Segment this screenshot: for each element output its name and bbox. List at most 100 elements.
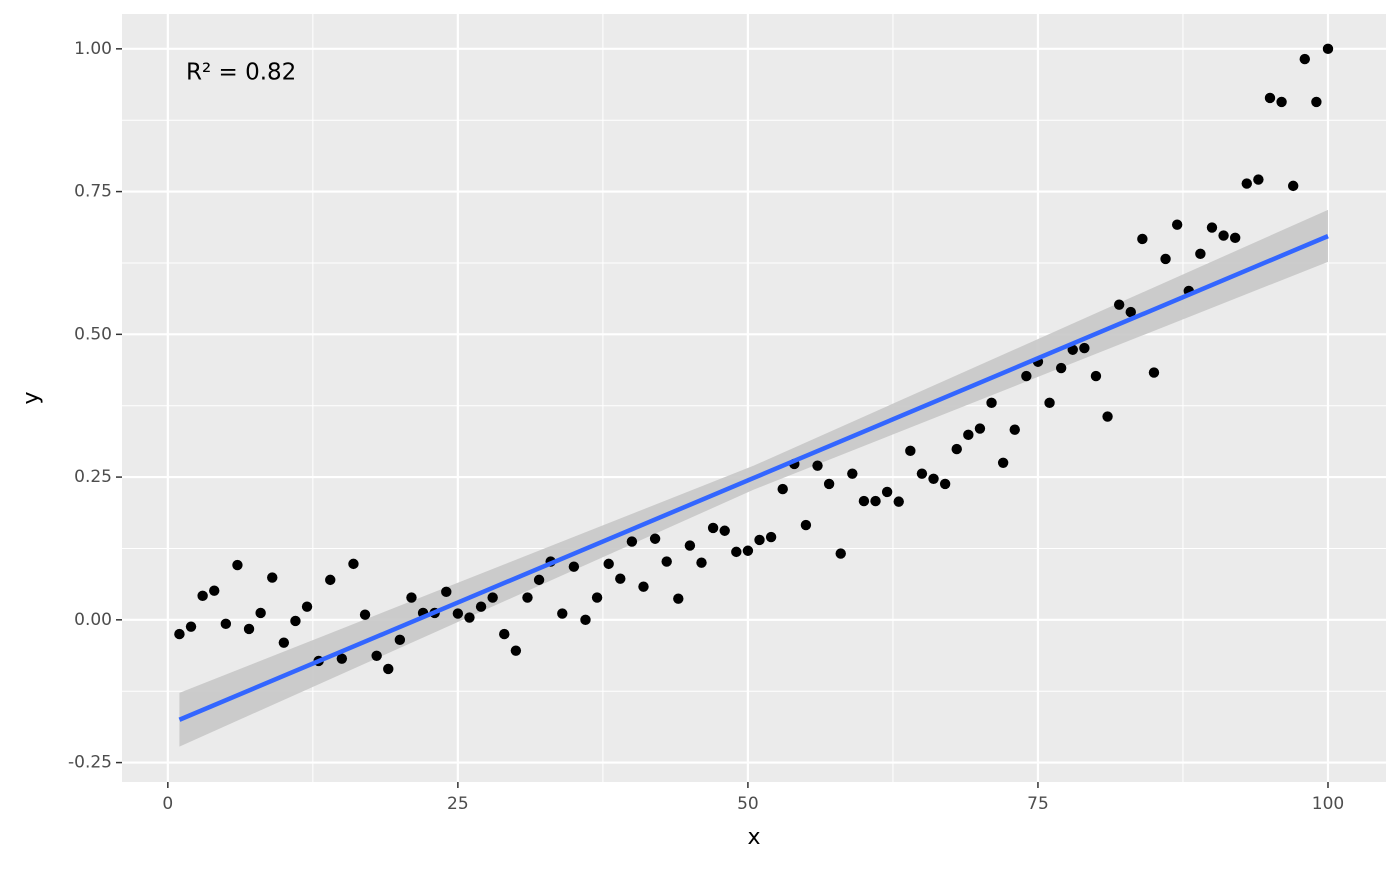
point: [719, 525, 730, 536]
point: [290, 615, 301, 627]
point: [870, 495, 881, 507]
point: [394, 634, 406, 646]
point: [591, 592, 603, 603]
point: [1264, 92, 1276, 104]
point: [754, 534, 765, 546]
point: [731, 546, 742, 558]
point: [255, 607, 266, 619]
point: [1311, 96, 1322, 108]
y-tick-label: 0.50: [74, 324, 112, 344]
y-tick-label: -0.25: [68, 753, 112, 773]
y-tick-label: 0.25: [74, 467, 112, 487]
point: [1125, 306, 1136, 318]
point: [325, 574, 336, 586]
point: [209, 585, 220, 596]
point: [568, 561, 580, 572]
point: [916, 468, 928, 479]
point: [1021, 370, 1032, 382]
point: [278, 637, 290, 648]
point: [603, 558, 614, 570]
point: [986, 397, 997, 409]
annotation: R² = 0.82: [186, 60, 296, 86]
point: [974, 423, 986, 434]
point: [673, 593, 684, 604]
point: [1241, 178, 1252, 189]
point: [963, 429, 974, 441]
point: [267, 572, 278, 583]
point: [742, 545, 754, 556]
point: [1229, 232, 1241, 244]
point: [858, 495, 870, 507]
point: [406, 592, 417, 603]
x-tick-label: 25: [447, 794, 469, 814]
point: [1148, 367, 1160, 378]
point: [499, 628, 510, 640]
y-axis-title: y: [19, 391, 44, 404]
point: [1055, 362, 1067, 374]
point: [1160, 253, 1171, 265]
point: [847, 468, 858, 479]
point: [348, 558, 359, 570]
point: [1102, 411, 1113, 422]
point: [777, 483, 788, 495]
point: [1276, 96, 1287, 108]
x-tick-label: 75: [1027, 794, 1049, 814]
point: [522, 592, 533, 603]
point: [765, 531, 777, 543]
point: [220, 618, 232, 630]
point: [243, 623, 255, 635]
point: [1137, 233, 1148, 245]
y-tick-label: 1.00: [74, 39, 112, 59]
point: [812, 460, 823, 471]
x-tick-label: 0: [162, 794, 173, 814]
x-axis-title: x: [747, 825, 760, 850]
point: [1171, 219, 1183, 230]
point: [928, 473, 939, 484]
point: [1287, 180, 1299, 192]
point: [649, 533, 661, 544]
point: [464, 612, 475, 623]
point: [557, 608, 568, 619]
point: [1195, 248, 1206, 260]
point: [905, 445, 916, 457]
point: [893, 496, 904, 507]
point: [1322, 43, 1334, 55]
y-tick-label: 0.00: [74, 610, 112, 630]
point: [1299, 53, 1310, 65]
point: [475, 601, 487, 612]
point: [1206, 222, 1218, 233]
point: [835, 548, 846, 559]
point: [638, 581, 649, 592]
x-tick-label: 100: [1312, 794, 1344, 814]
point: [336, 653, 348, 664]
regression-line: [178, 234, 1329, 722]
point: [997, 457, 1009, 469]
point: [441, 586, 452, 598]
point: [1009, 424, 1020, 435]
x-tick-label: 50: [737, 794, 759, 814]
point: [881, 486, 893, 498]
point: [707, 522, 719, 534]
point: [1218, 230, 1229, 241]
point: [533, 574, 545, 586]
point: [185, 621, 197, 632]
point: [487, 592, 498, 603]
point: [232, 559, 243, 571]
point: [510, 645, 522, 656]
point: [823, 478, 835, 490]
point: [800, 519, 812, 531]
point: [684, 540, 696, 551]
point: [452, 608, 464, 619]
point: [1253, 174, 1264, 185]
point: [626, 536, 638, 547]
point: [1067, 344, 1078, 355]
point: [951, 443, 962, 455]
point: [371, 650, 382, 662]
point: [1090, 370, 1102, 382]
point: [197, 590, 208, 602]
point: [1113, 299, 1125, 310]
point: [301, 601, 313, 612]
point: [939, 478, 951, 490]
point: [696, 557, 707, 568]
